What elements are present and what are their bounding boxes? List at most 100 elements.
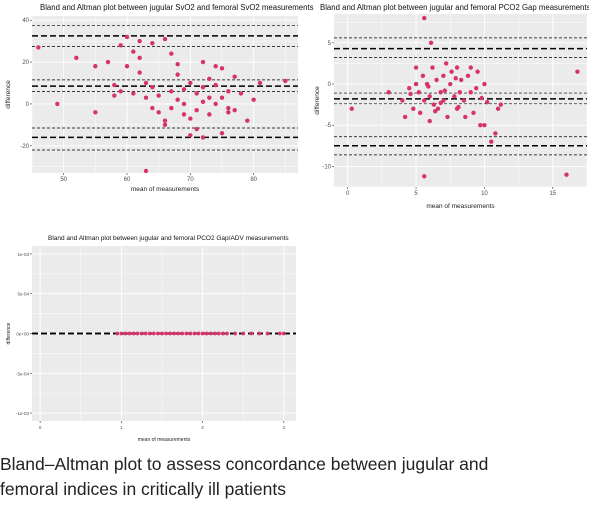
y-tick-label: 1e-03 (17, 252, 29, 257)
data-point (402, 114, 408, 120)
pco2-gap-adv-bland-altman-chart: 0 1 2 3 -1e-03 -5e-04 0e+00 5e-04 1e-03 mean of m… (0, 230, 300, 445)
data-point (349, 106, 354, 111)
data-point (465, 73, 471, 78)
data-point (143, 331, 148, 336)
data-point (200, 84, 206, 90)
data-point (413, 81, 419, 87)
data-point (135, 331, 140, 336)
data-point (386, 90, 391, 95)
svo2-chart-svg: 50 60 70 80 -20 0 20 40 mean of measurements diff… (5, 3, 314, 193)
data-point (232, 108, 237, 113)
x-tick-label: 70 (187, 177, 194, 183)
data-point (172, 331, 177, 336)
data-point (74, 55, 79, 61)
data-point (213, 101, 218, 107)
data-point (495, 106, 501, 111)
data-point (55, 101, 60, 107)
data-point (219, 95, 225, 100)
data-point (422, 15, 427, 21)
caption-line-1: Bland–Altman plot to assess concordance … (0, 454, 489, 474)
data-point (427, 94, 432, 99)
data-point (471, 110, 476, 116)
data-point (93, 110, 98, 115)
data-point (169, 89, 174, 94)
data-point (233, 331, 237, 336)
data-point (417, 110, 423, 116)
data-point (162, 118, 168, 123)
y-axis-label: difference (5, 80, 12, 109)
x-tick-label: 0 (346, 191, 350, 197)
data-point (245, 118, 250, 123)
data-point (428, 40, 434, 46)
y-tick-label: -5 (326, 123, 332, 129)
data-point (219, 131, 225, 136)
data-point (208, 331, 213, 336)
x-tick-label: 5 (414, 191, 418, 197)
x-axis-label: mean of measurements (138, 437, 191, 443)
data-point (143, 95, 149, 100)
data-point (475, 69, 480, 74)
chart-title: Bland and Altman plot between jugular Sv… (40, 3, 314, 12)
data-point (468, 65, 473, 70)
data-point (226, 110, 231, 115)
data-point (456, 104, 461, 110)
data-point (461, 98, 467, 103)
data-point (131, 49, 136, 54)
data-point (238, 91, 244, 96)
data-point (143, 168, 149, 174)
data-point (413, 65, 419, 70)
data-point (194, 126, 199, 132)
data-point (283, 78, 288, 84)
x-tick-label: 2 (201, 425, 204, 430)
data-point (226, 105, 231, 111)
data-point (188, 133, 193, 138)
data-point (118, 43, 123, 48)
data-point (112, 93, 117, 98)
data-point (188, 80, 193, 86)
data-point (151, 331, 156, 336)
data-point (232, 74, 237, 79)
data-point (119, 331, 124, 336)
y-tick-label: -20 (20, 144, 29, 150)
data-point (112, 82, 117, 88)
y-tick-label: 20 (22, 60, 29, 66)
data-point (200, 59, 206, 65)
data-point (408, 91, 413, 97)
data-point (442, 88, 447, 93)
data-point (181, 87, 187, 92)
data-point (137, 70, 142, 75)
data-point (124, 64, 130, 69)
y-tick-label: 0 (328, 82, 332, 88)
data-point (441, 73, 446, 78)
data-point (168, 331, 172, 336)
data-point (438, 90, 443, 95)
data-point (162, 36, 168, 42)
data-point (105, 59, 111, 65)
data-point (156, 331, 160, 336)
data-point (482, 123, 487, 128)
pco2-gap-chart-svg: 0 5 10 15 -10 -5 0 5 mean of measurements differe… (314, 3, 589, 210)
data-point (207, 95, 212, 100)
data-point (448, 81, 453, 87)
data-point (175, 61, 180, 67)
data-point (411, 106, 416, 111)
data-point (169, 51, 174, 56)
data-point (188, 331, 193, 336)
x-axis-label: mean of measurements (426, 203, 495, 210)
data-point (184, 331, 189, 336)
data-point (478, 123, 483, 128)
chart-title: Bland and Altman plot between jugular an… (320, 3, 589, 12)
data-point (137, 55, 142, 61)
data-point (137, 38, 142, 44)
data-point (220, 331, 225, 336)
data-point (482, 81, 487, 87)
data-point (123, 331, 128, 336)
data-point (169, 105, 174, 111)
data-point (431, 102, 437, 107)
data-point (162, 122, 168, 128)
data-point (36, 45, 41, 50)
data-point (489, 139, 494, 144)
y-axis-label: difference (314, 86, 321, 115)
data-point (226, 89, 231, 94)
data-point (150, 84, 155, 90)
